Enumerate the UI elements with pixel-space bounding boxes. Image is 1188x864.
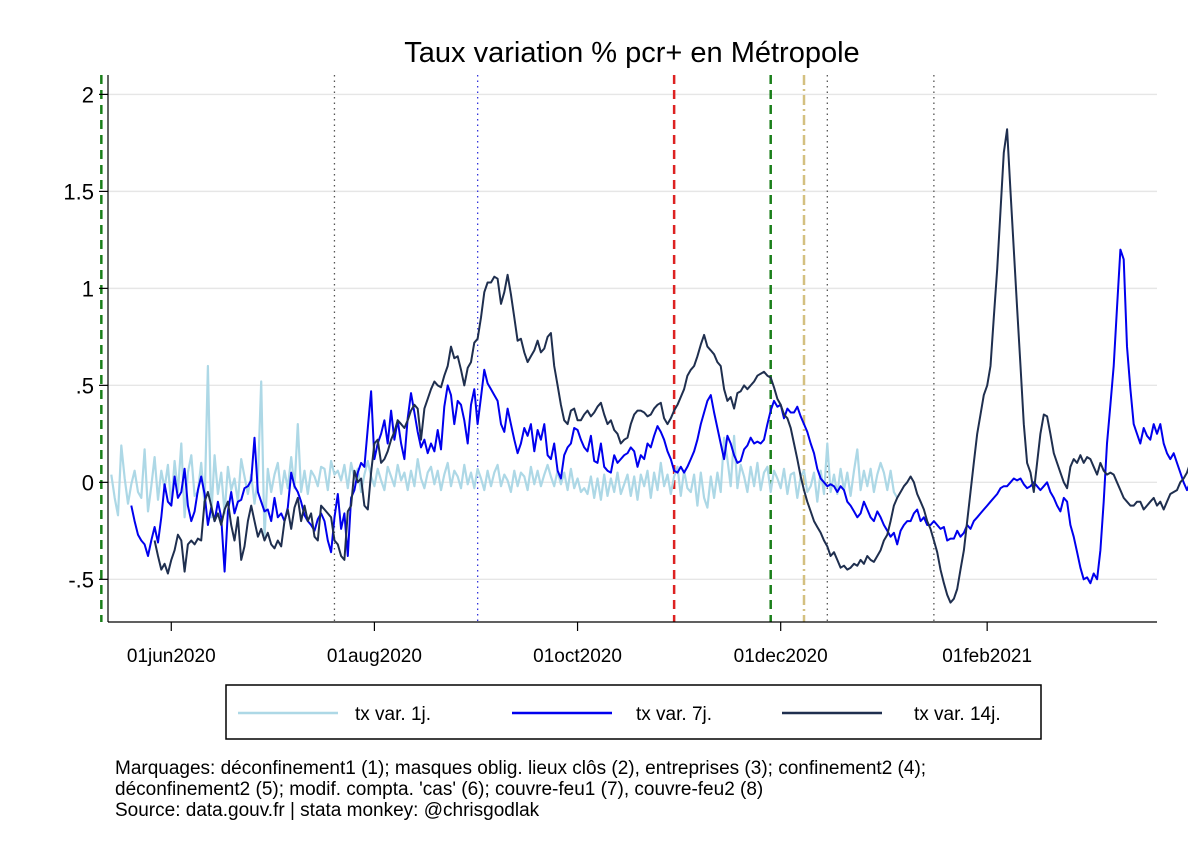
legend-box (225, 684, 1042, 740)
notes-line-3: Source: data.gouv.fr | stata monkey: @ch… (115, 800, 540, 821)
series-line-2 (130, 248, 1188, 585)
y-tick-label: 1.5 (63, 179, 94, 204)
legend-label: tx var. 1j. (355, 704, 431, 725)
y-tick-label: 1 (82, 276, 94, 301)
notes-line-1: Marquages: déconfinement1 (1); masques o… (115, 758, 927, 779)
series-line-1 (110, 364, 899, 540)
y-tick-label: .5 (76, 373, 94, 398)
y-tick-label: 2 (82, 82, 94, 107)
series-lines (110, 128, 1188, 604)
notes-line-2: déconfinement2 (5); modif. compta. 'cas'… (115, 779, 764, 800)
x-tick-label: 01dec2020 (734, 646, 828, 667)
y-tick-label: 0 (82, 470, 94, 495)
x-tick-label: 01jun2020 (127, 646, 216, 667)
chart-notes: Marquages: déconfinement1 (1); masques o… (115, 758, 926, 821)
event-markers (100, 75, 935, 622)
y-tick-label: -.5 (68, 567, 94, 592)
x-tick-label: 01aug2020 (327, 646, 422, 667)
chart-title: Taux variation % pcr+ en Métropole (404, 37, 859, 69)
series-line-3 (153, 128, 1188, 604)
legend: tx var. 1j. tx var. 7j. tx var. 14j. (225, 684, 1042, 740)
legend-label: tx var. 14j. (914, 704, 1001, 725)
legend-label: tx var. 7j. (636, 704, 712, 725)
x-tick-label: 01feb2021 (942, 646, 1032, 667)
x-tick-label: 01oct2020 (533, 646, 622, 667)
